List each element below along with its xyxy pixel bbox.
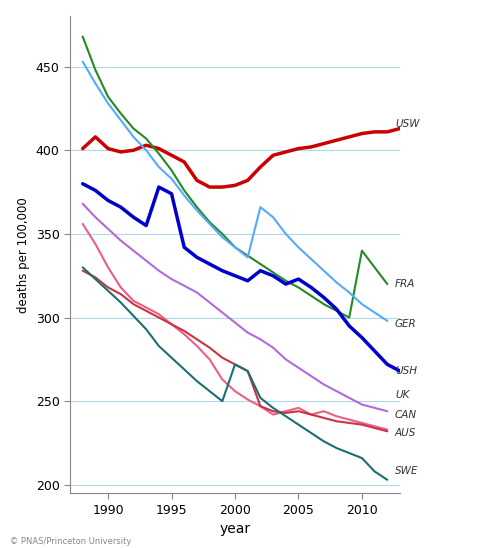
Text: UK: UK bbox=[395, 390, 409, 399]
Text: CAN: CAN bbox=[395, 409, 417, 420]
Text: USH: USH bbox=[395, 366, 417, 376]
Y-axis label: deaths per 100,000: deaths per 100,000 bbox=[17, 197, 30, 313]
Text: GER: GER bbox=[395, 319, 416, 329]
X-axis label: year: year bbox=[220, 522, 250, 536]
Text: SWE: SWE bbox=[395, 466, 418, 476]
Text: USW: USW bbox=[395, 118, 419, 128]
Text: AUS: AUS bbox=[395, 428, 416, 438]
Text: © PNAS/Princeton University: © PNAS/Princeton University bbox=[10, 538, 132, 546]
Text: FRA: FRA bbox=[395, 279, 415, 289]
